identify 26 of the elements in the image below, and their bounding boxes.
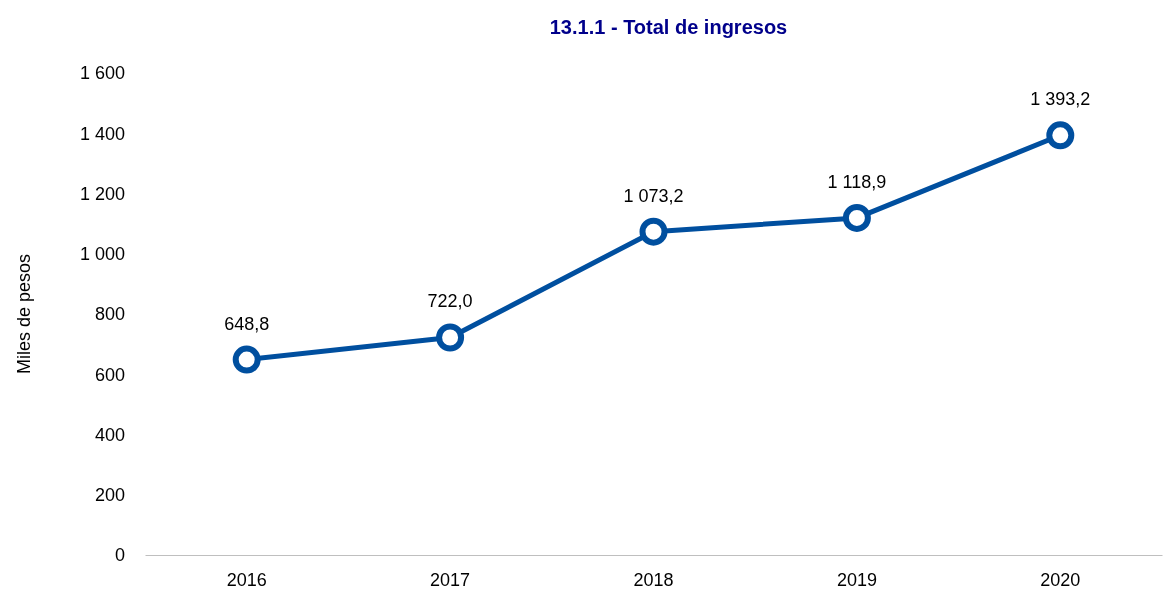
y-tick-label: 200	[94, 485, 125, 506]
x-tick-label: 2018	[633, 569, 674, 590]
point	[842, 203, 871, 232]
data-label: 648,8	[224, 313, 270, 334]
y-tick-label: 0	[114, 545, 125, 566]
point	[639, 217, 668, 246]
x-tick-label: 2016	[226, 569, 267, 590]
y-tick-label: 1 600	[79, 63, 125, 84]
data-label: 1 073,2	[623, 185, 684, 206]
y-tick-label: 600	[94, 364, 125, 385]
y-tick-label: 1 400	[79, 123, 125, 144]
y-tick-label: 800	[94, 304, 125, 325]
y-axis-title: Miles de pesos	[14, 253, 34, 375]
y-tick-label: 1 200	[79, 183, 125, 204]
y-tick-label: 1 000	[79, 244, 125, 265]
data-label: 1 118,9	[827, 171, 887, 192]
y-tick-label: 400	[94, 424, 125, 445]
x-tick-label: 2019	[836, 569, 877, 590]
point	[436, 323, 465, 352]
point	[1046, 121, 1075, 150]
point	[232, 345, 261, 374]
x-tick-label: 2020	[1040, 569, 1081, 590]
chart-title: 13.1.1 - Total de ingresos	[549, 16, 788, 38]
x-tick-label: 2017	[430, 569, 471, 590]
data-label: 1 393,2	[1030, 89, 1091, 110]
data-label: 722,0	[427, 291, 473, 312]
